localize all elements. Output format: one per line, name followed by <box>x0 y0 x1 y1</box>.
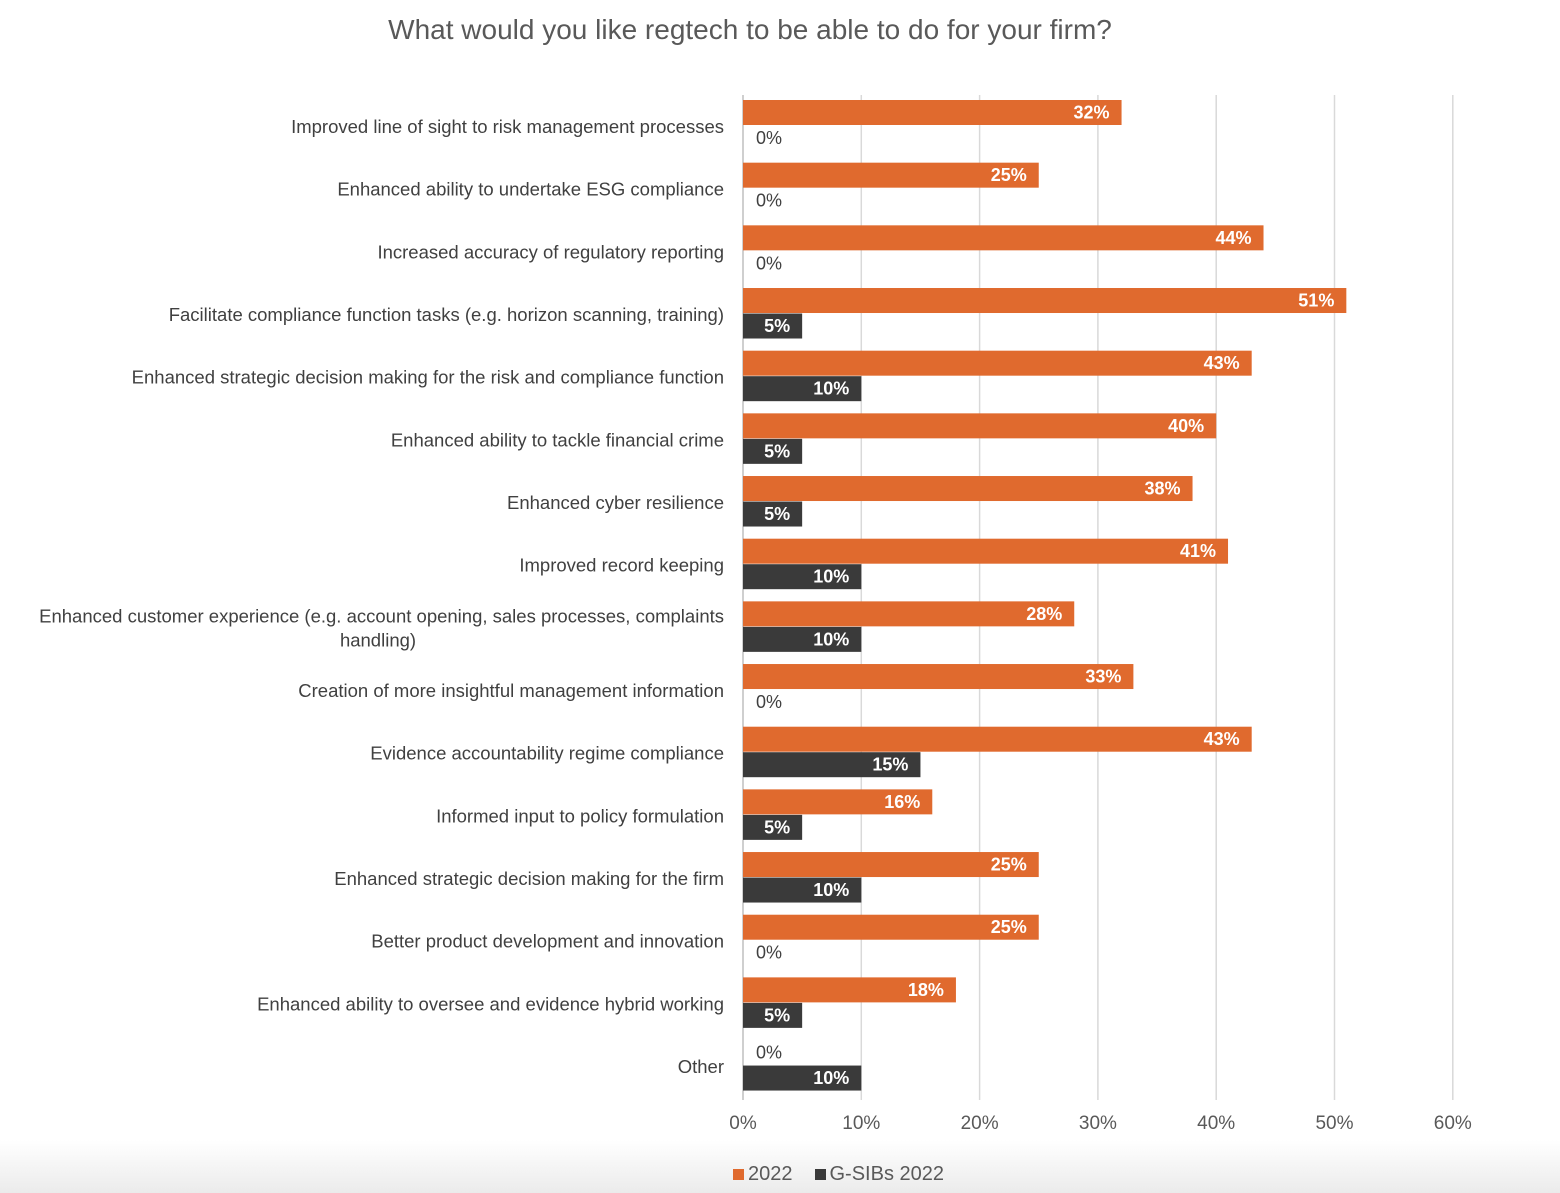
bar-2022 <box>743 225 1264 251</box>
data-label: 5% <box>764 817 790 837</box>
data-label: 0% <box>756 1043 782 1063</box>
bar-gsibs-2022 <box>743 814 803 840</box>
category-label: Enhanced customer experience (e.g. accou… <box>39 605 724 626</box>
data-label: 33% <box>1085 667 1121 687</box>
data-label: 16% <box>884 792 920 812</box>
data-label: 43% <box>1204 729 1240 749</box>
bar-gsibs-2022 <box>743 1002 803 1028</box>
data-label: 44% <box>1215 228 1251 248</box>
category-label: Enhanced cyber resilience <box>507 492 724 513</box>
data-label: 41% <box>1180 541 1216 561</box>
data-label: 32% <box>1074 103 1110 123</box>
data-label: 0% <box>756 692 782 712</box>
bar-2022 <box>743 476 1193 502</box>
legend-label-gsibs-2022: G-SIBs 2022 <box>829 1163 945 1185</box>
category-label: Facilitate compliance function tasks (e.… <box>169 304 724 325</box>
bar-gsibs-2022 <box>743 626 862 652</box>
legend-item-gsibs-2022: G-SIBs 2022 <box>814 1163 945 1186</box>
data-label: 28% <box>1026 604 1062 624</box>
x-tick-label: 0% <box>729 1113 757 1134</box>
bar-gsibs-2022 <box>743 1065 862 1091</box>
bar-gsibs-2022 <box>743 438 803 464</box>
data-label: 5% <box>764 441 790 461</box>
category-label: Increased accuracy of regulatory reporti… <box>377 241 724 262</box>
data-label: 18% <box>908 980 944 1000</box>
x-tick-label: 20% <box>961 1113 999 1134</box>
bar-2022 <box>743 100 1122 125</box>
legend-item-2022: 2022 <box>733 1163 793 1186</box>
data-label: 5% <box>764 1005 790 1025</box>
data-label: 0% <box>756 191 782 211</box>
category-label: Evidence accountability regime complianc… <box>370 743 724 764</box>
category-label: handling) <box>340 629 416 650</box>
bar-2022 <box>743 852 1039 878</box>
bar-2022 <box>743 977 956 1003</box>
category-label: Improved record keeping <box>519 555 724 576</box>
bar-2022 <box>743 914 1039 940</box>
bar-gsibs-2022 <box>743 564 862 590</box>
category-label: Enhanced strategic decision making for t… <box>334 868 724 889</box>
data-label: 25% <box>991 855 1027 875</box>
data-label: 40% <box>1168 416 1204 436</box>
x-tick-label: 10% <box>842 1113 880 1134</box>
category-label: Improved line of sight to risk managemen… <box>291 116 724 137</box>
bar-2022 <box>743 726 1252 752</box>
data-label: 5% <box>764 504 790 524</box>
category-label: Other <box>678 1056 724 1077</box>
bar-gsibs-2022 <box>743 752 921 778</box>
legend-label-2022: 2022 <box>748 1163 793 1185</box>
legend-swatch-gsibs-2022 <box>814 1169 826 1180</box>
x-tick-label: 50% <box>1315 1113 1353 1134</box>
category-label: Creation of more insightful management i… <box>298 680 724 701</box>
data-label: 10% <box>813 379 849 399</box>
bar-2022 <box>743 538 1229 564</box>
category-label: Informed input to policy formulation <box>436 805 724 826</box>
data-label: 10% <box>813 1068 849 1088</box>
data-label: 0% <box>756 943 782 963</box>
bar-gsibs-2022 <box>743 877 862 903</box>
bar-2022 <box>743 162 1039 188</box>
category-label: Enhanced ability to undertake ESG compli… <box>337 179 724 200</box>
data-label: 10% <box>813 567 849 587</box>
legend: 2022 G-SIBs 2022 <box>733 1163 944 1186</box>
data-label: 51% <box>1298 291 1334 311</box>
bar-gsibs-2022 <box>743 501 803 527</box>
data-label: 0% <box>756 128 782 148</box>
bar-2022 <box>743 601 1075 627</box>
data-label: 25% <box>991 917 1027 937</box>
category-label: Enhanced strategic decision making for t… <box>132 367 724 388</box>
bar-2022 <box>743 350 1252 376</box>
x-tick-label: 40% <box>1197 1113 1235 1134</box>
category-label: Enhanced ability to tackle financial cri… <box>391 429 724 450</box>
x-tick-label: 60% <box>1434 1113 1472 1134</box>
data-label: 10% <box>813 629 849 649</box>
category-label: Better product development and innovatio… <box>371 931 724 952</box>
data-label: 43% <box>1204 353 1240 373</box>
legend-swatch-2022 <box>733 1169 744 1180</box>
data-label: 15% <box>872 755 908 775</box>
chart-title: What would you like regtech to be able t… <box>388 14 1112 45</box>
bar-gsibs-2022 <box>743 313 803 339</box>
bar-2022 <box>743 413 1217 439</box>
bar-2022 <box>743 288 1347 314</box>
bar-gsibs-2022 <box>743 376 862 402</box>
data-label: 0% <box>756 253 782 273</box>
category-label: Enhanced ability to oversee and evidence… <box>257 993 724 1014</box>
bar-2022 <box>743 789 933 815</box>
x-tick-label: 30% <box>1079 1113 1117 1134</box>
bar-2022 <box>743 664 1134 690</box>
data-label: 25% <box>991 165 1027 185</box>
data-label: 5% <box>764 316 790 336</box>
data-label: 38% <box>1145 479 1181 499</box>
data-label: 10% <box>813 880 849 900</box>
